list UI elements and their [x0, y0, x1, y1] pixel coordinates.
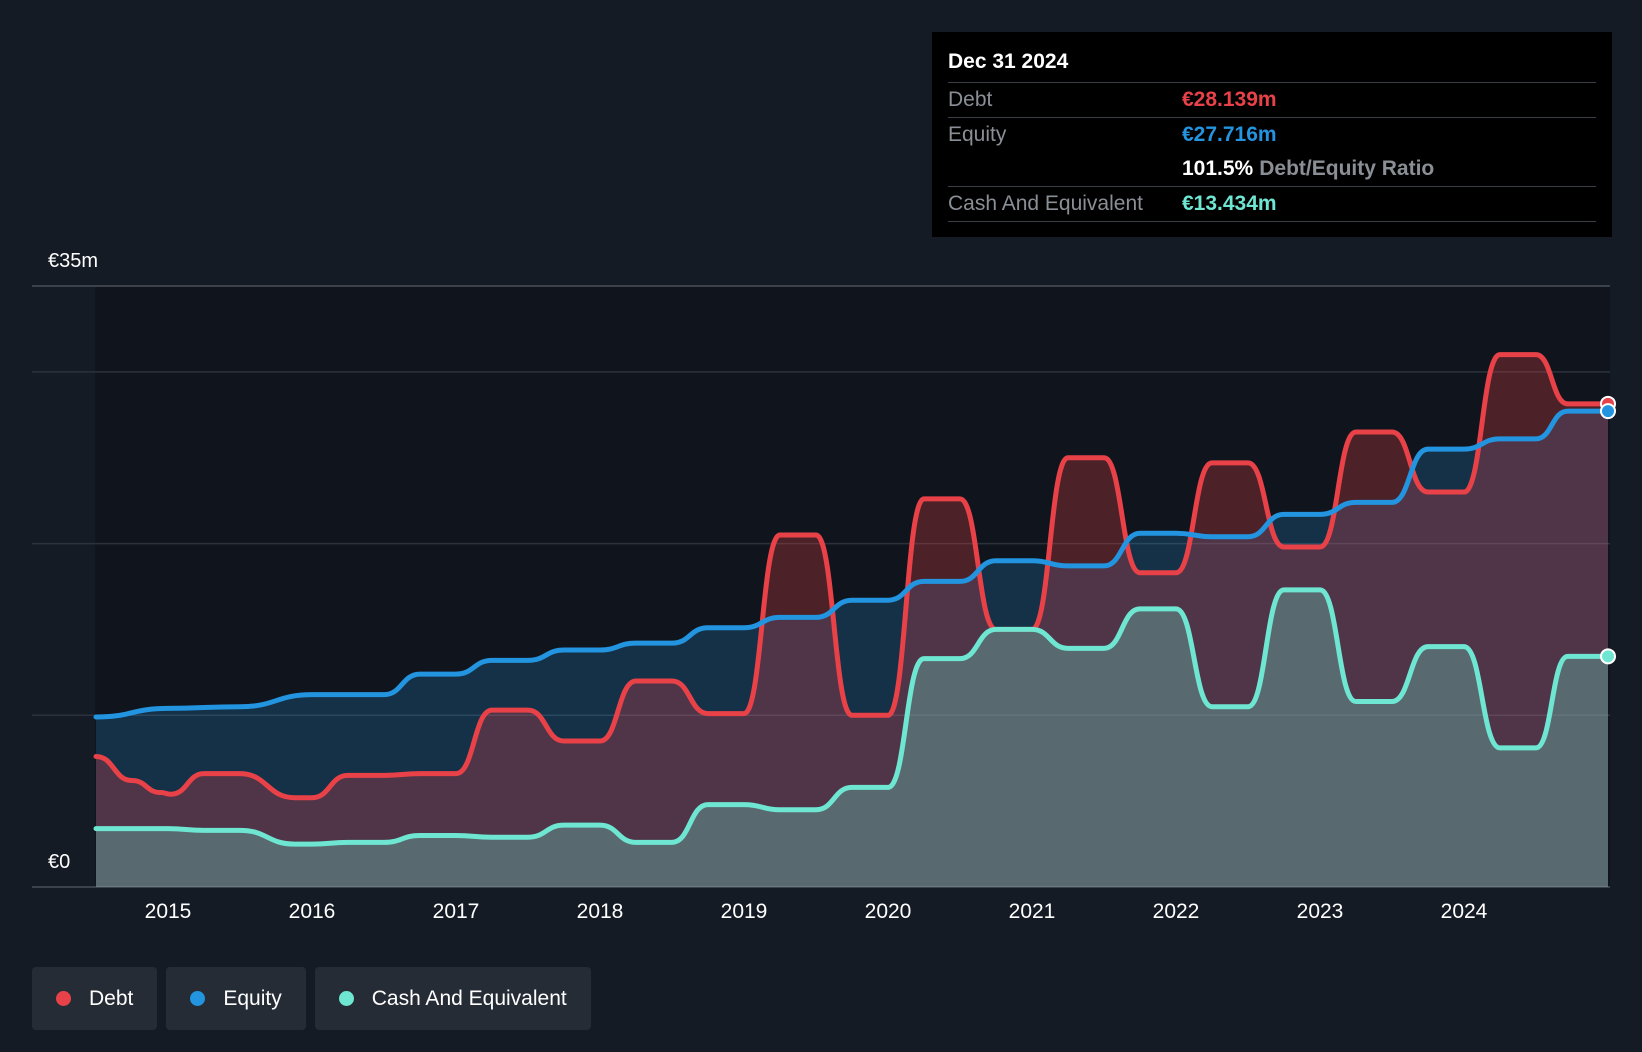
chart-lines — [93, 352, 1611, 847]
x-tick-label: 2017 — [432, 900, 480, 923]
tooltip-debt-row: Debt €28.139m — [948, 83, 1596, 118]
tooltip-debt-label: Debt — [948, 88, 993, 111]
legend-item-equity[interactable]: Equity — [166, 967, 306, 1030]
hover-tooltip: Dec 31 2024 Debt €28.139m Equity €27.716… — [932, 32, 1612, 237]
legend-dot-debt-icon — [56, 991, 71, 1006]
y-axis-label-zero: €0 — [48, 851, 71, 873]
equity-end-marker — [1600, 403, 1616, 420]
tooltip-debt-value: €28.139m — [1182, 88, 1277, 111]
chart-end-markers — [1600, 395, 1616, 665]
chart-legend: Debt Equity Cash And Equivalent — [32, 967, 591, 1030]
tooltip-equity-row: Equity €27.716m — [948, 118, 1596, 152]
tooltip-ratio-value: 101.5% — [1182, 157, 1254, 180]
y-axis-label-max: €35m — [48, 250, 99, 272]
tooltip-equity-label: Equity — [948, 123, 1007, 146]
tooltip-ratio: 101.5% Debt/Equity Ratio — [1182, 152, 1434, 186]
x-tick-label: 2023 — [1296, 900, 1344, 923]
x-tick-label: 2020 — [864, 900, 912, 923]
chart-areas — [96, 354, 1608, 888]
legend-dot-equity-icon — [190, 991, 206, 1006]
legend-label-equity: Equity — [223, 986, 282, 1010]
x-tick-label: 2016 — [288, 900, 336, 923]
x-tick-label: 2015 — [144, 900, 192, 923]
legend-dot-cash-icon — [338, 991, 354, 1006]
x-tick-label: 2022 — [1152, 900, 1200, 923]
x-tick-label: 2021 — [1008, 900, 1056, 923]
tooltip-cash-label: Cash And Equivalent — [948, 192, 1143, 215]
cash-area — [96, 589, 1608, 887]
legend-label-cash: Cash And Equivalent — [371, 986, 567, 1010]
tooltip-equity-value: €27.716m — [1182, 123, 1277, 146]
x-tick-label: 2018 — [576, 900, 624, 923]
tooltip-ratio-label: Debt/Equity Ratio — [1259, 157, 1435, 180]
tooltip-ratio-row: 101.5% Debt/Equity Ratio — [948, 152, 1596, 187]
equity-area — [96, 411, 1608, 887]
debt-area — [96, 354, 1608, 888]
legend-item-cash[interactable]: Cash And Equivalent — [314, 967, 591, 1030]
x-tick-label: 2024 — [1440, 900, 1488, 923]
tooltip-cash-row: Cash And Equivalent €13.434m — [948, 187, 1596, 222]
debt-line — [93, 352, 1611, 801]
equity-line — [93, 408, 1611, 720]
legend-item-debt[interactable]: Debt — [32, 967, 158, 1030]
legend-label-debt: Debt — [89, 986, 134, 1010]
tooltip-cash-value: €13.434m — [1182, 192, 1277, 215]
cash-end-marker — [1600, 648, 1616, 665]
tooltip-date: Dec 31 2024 — [948, 46, 1596, 83]
cash-line — [93, 587, 1611, 847]
x-tick-label: 2019 — [720, 900, 768, 923]
